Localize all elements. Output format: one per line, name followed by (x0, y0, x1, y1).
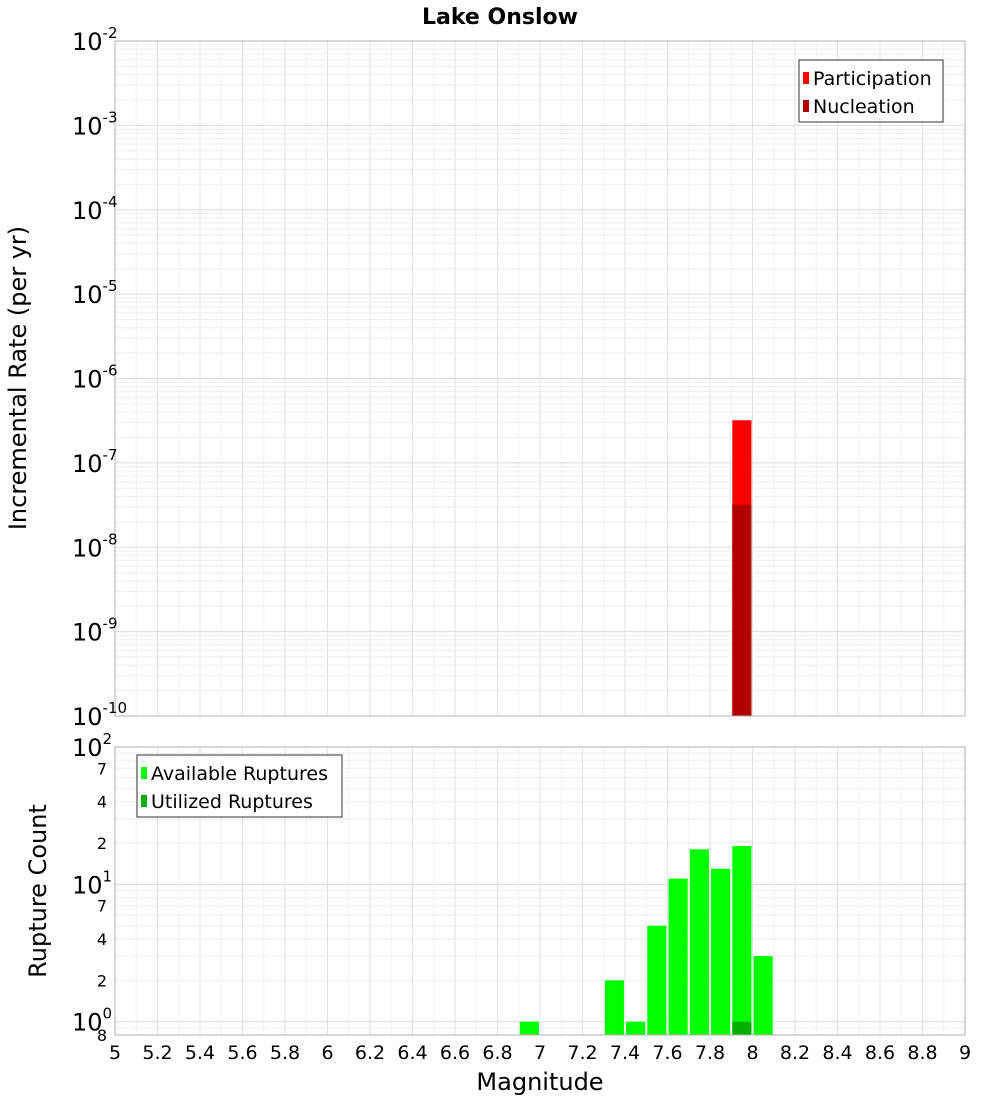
top-legend-swatch (803, 100, 809, 112)
bottom-y-axis-label: Rupture Count (24, 804, 52, 978)
bottom-y-minor-tick-label: 8 (97, 1026, 107, 1045)
bottom-y-minor-tick-label: 2 (97, 834, 107, 853)
top-y-tick-label: 10-9 (72, 615, 118, 647)
count-bar (711, 868, 731, 1035)
count-bar (647, 925, 667, 1035)
x-tick-label: 5.8 (270, 1042, 300, 1064)
bottom-y-minor-tick-label: 7 (97, 897, 107, 916)
top-plot-border (114, 40, 966, 717)
x-tick-label: 6 (321, 1042, 333, 1064)
x-tick-label: 5.4 (185, 1042, 215, 1064)
x-tick-label: 8.2 (780, 1042, 810, 1064)
bottom-legend-box (136, 754, 343, 818)
count-bar (753, 956, 773, 1035)
top-y-tick-label: 10-3 (72, 108, 118, 140)
top-y-axis-label: Incremental Rate (per yr) (4, 226, 32, 530)
top-y-tick-label: 10-7 (72, 446, 118, 478)
x-tick-label: 8 (746, 1042, 758, 1064)
x-axis-label: Magnitude (476, 1068, 603, 1096)
rate-bar (732, 504, 752, 716)
x-tick-label: 8.6 (865, 1042, 895, 1064)
top-y-tick-label: 10-2 (72, 24, 118, 56)
bottom-y-minor-tick-label: 4 (97, 930, 107, 949)
top-y-tick-label: 10-8 (72, 530, 118, 562)
chart-title: Lake Onslow (422, 5, 578, 30)
x-tick-label: 8.4 (822, 1042, 852, 1064)
x-tick-label: 5 (109, 1042, 121, 1064)
top-legend-label: Nucleation (813, 96, 915, 118)
x-tick-label: 7.4 (610, 1042, 640, 1064)
x-tick-label: 6.8 (482, 1042, 512, 1064)
x-tick-label: 9 (959, 1042, 971, 1064)
count-bar (604, 980, 624, 1035)
x-tick-label: 7.2 (567, 1042, 597, 1064)
bottom-legend-swatch (141, 767, 147, 779)
x-tick-label: 7.8 (695, 1042, 725, 1064)
top-y-tick-label: 10-6 (72, 362, 118, 394)
top-legend-label: Participation (813, 68, 932, 90)
bottom-y-tick-label: 100 (72, 1005, 112, 1037)
x-tick-label: 6.2 (355, 1042, 385, 1064)
bottom-y-minor-tick-label: 7 (97, 759, 107, 778)
top-plot: 10-2 10-3 10-4 10-5 10-6 10-7 10-8 10-9 10-10 Par… (72, 24, 966, 731)
x-tick-label: 8.8 (907, 1042, 937, 1064)
top-y-tick-label: 10-4 (72, 193, 118, 225)
top-legend-box (798, 59, 944, 123)
count-bar (626, 1021, 646, 1035)
top-legend-swatch (803, 72, 809, 84)
top-y-tick-label: 10-5 (72, 277, 118, 309)
top-y-tick-label: 10-10 (72, 699, 127, 731)
bottom-legend-label: Available Ruptures (151, 763, 328, 785)
bottom-plot-border (114, 746, 966, 1036)
x-tick-label: 6.6 (440, 1042, 470, 1064)
x-tick-label: 6.4 (397, 1042, 427, 1064)
x-tick-label: 7.6 (652, 1042, 682, 1064)
bottom-y-tick-label: 102 (72, 730, 112, 762)
bottom-legend-label: Utilized Ruptures (151, 791, 313, 813)
count-bar (732, 1021, 752, 1035)
bottom-y-tick-label: 101 (72, 867, 112, 899)
count-bar (519, 1021, 539, 1035)
bottom-legend-swatch (141, 795, 147, 807)
x-tick-label: 5.2 (142, 1042, 172, 1064)
count-bar (732, 846, 752, 1035)
count-bar (689, 849, 709, 1035)
bottom-y-minor-tick-label: 2 (97, 971, 107, 990)
bottom-y-minor-tick-label: 4 (97, 793, 107, 812)
count-bar (668, 878, 688, 1035)
x-tick-label: 7 (534, 1042, 546, 1064)
x-tick-label: 5.6 (227, 1042, 257, 1064)
